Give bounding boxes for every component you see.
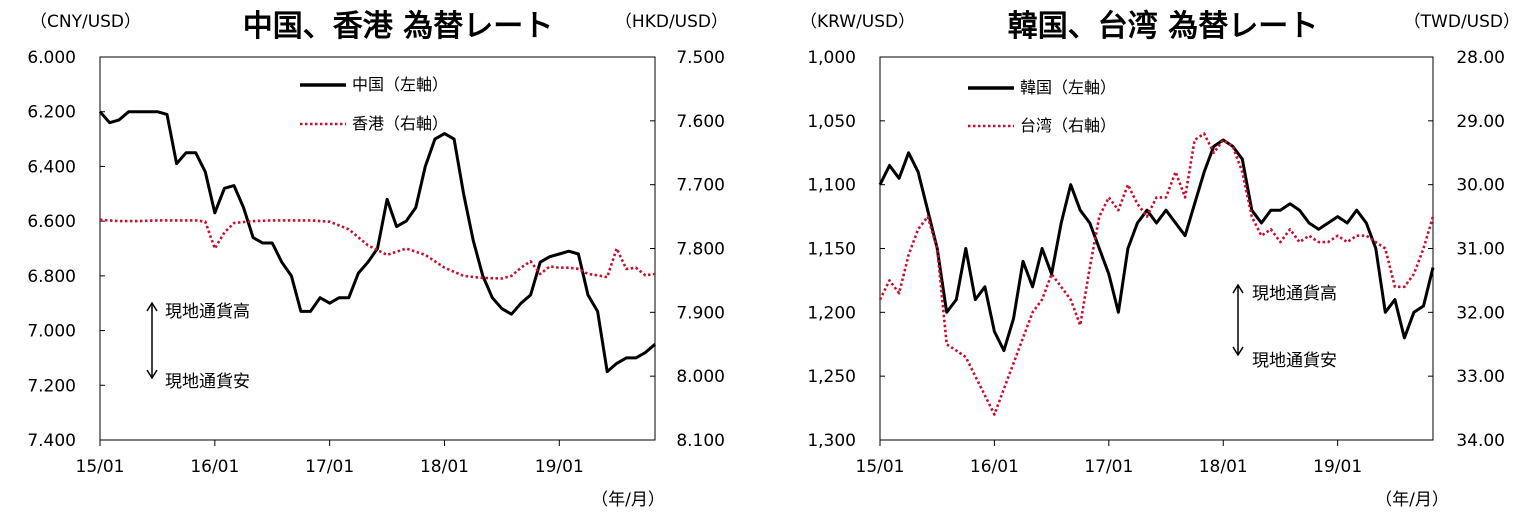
x-axis-unit: （年/月） <box>1375 490 1449 510</box>
right-tick-label: 33.00 <box>1456 367 1505 387</box>
x-tick-label: 17/01 <box>305 457 354 477</box>
chart-2: 韓国、台湾 為替レート （KRW/USD） （TWD/USD） （年/月） 1,000 1… <box>800 9 1520 510</box>
series-line-right <box>99 218 656 280</box>
series-line-left <box>98 110 656 374</box>
annotation-down: 現地通貨安 <box>165 372 250 392</box>
chart-title: 中国、香港 為替レート <box>243 9 553 44</box>
right-tick-label: 30.00 <box>1456 176 1505 196</box>
right-tick-label: 7.800 <box>676 240 725 260</box>
right-tick-label: 7.700 <box>676 176 725 196</box>
left-tick-label: 6.200 <box>27 103 76 123</box>
x-axis-unit: （年/月） <box>591 490 665 510</box>
series-line-right <box>878 132 1435 416</box>
legend-label: 韓国（左軸） <box>1020 78 1116 97</box>
left-tick-label: 1,150 <box>807 240 856 260</box>
right-axis-unit: （TWD/USD） <box>1404 12 1520 32</box>
right-tick-label: 8.000 <box>676 367 725 387</box>
left-tick-label: 1,250 <box>807 367 856 387</box>
left-tick-label: 1,200 <box>807 303 856 323</box>
right-tick-label: 29.00 <box>1456 112 1505 132</box>
left-tick-label: 6.000 <box>27 48 76 68</box>
left-tick-label: 1,050 <box>807 112 856 132</box>
left-tick-label: 6.800 <box>27 267 76 287</box>
x-tick-label: 16/01 <box>190 457 239 477</box>
left-tick-label: 7.400 <box>27 431 76 451</box>
left-tick-label: 6.600 <box>27 212 76 232</box>
right-tick-label: 32.00 <box>1456 303 1505 323</box>
x-tick-label: 19/01 <box>535 457 584 477</box>
legend-label: 中国（左軸） <box>352 75 448 94</box>
left-tick-label: 6.400 <box>27 157 76 177</box>
left-tick-label: 7.000 <box>27 322 76 342</box>
plot-area <box>879 56 1434 441</box>
series-line-left <box>878 138 1435 353</box>
chart-1: 中国、香港 為替レート （CNY/USD） （HKD/USD） （年/月） 6.000 6… <box>27 9 728 510</box>
right-tick-label: 7.600 <box>676 112 725 132</box>
chart-title: 韓国、台湾 為替レート <box>1008 9 1318 44</box>
left-tick-label: 1,000 <box>807 48 856 68</box>
right-axis-unit: （HKD/USD） <box>615 12 728 32</box>
left-tick-label: 1,100 <box>807 176 856 196</box>
left-tick-label: 7.200 <box>27 376 76 396</box>
left-axis-unit: （CNY/USD） <box>30 12 141 32</box>
x-tick-label: 15/01 <box>856 457 905 477</box>
x-tick-label: 18/01 <box>420 457 469 477</box>
x-tick-label: 17/01 <box>1084 457 1133 477</box>
x-tick-label: 15/01 <box>76 457 125 477</box>
right-tick-label: 7.900 <box>676 303 725 323</box>
left-axis-unit: （KRW/USD） <box>800 12 915 32</box>
right-tick-label: 7.500 <box>676 48 725 68</box>
legend-label: 台湾（右軸） <box>1020 116 1116 135</box>
arrow-head-up <box>146 301 158 312</box>
annotation-up: 現地通貨高 <box>1252 284 1337 304</box>
annotation-up: 現地通貨高 <box>165 302 250 322</box>
arrow-head-down <box>1232 346 1244 357</box>
right-tick-label: 8.100 <box>676 431 725 451</box>
x-tick-label: 16/01 <box>970 457 1019 477</box>
left-tick-label: 1,300 <box>807 431 856 451</box>
right-tick-label: 28.00 <box>1456 48 1505 68</box>
x-tick-label: 19/01 <box>1313 457 1362 477</box>
right-tick-label: 34.00 <box>1456 431 1505 451</box>
annotation-down: 現地通貨安 <box>1252 351 1337 371</box>
arrow-head-down <box>146 369 158 380</box>
arrow-head-up <box>1232 283 1244 294</box>
x-tick-label: 18/01 <box>1199 457 1248 477</box>
legend-label: 香港（右軸） <box>352 114 448 133</box>
right-tick-label: 31.00 <box>1456 240 1505 260</box>
